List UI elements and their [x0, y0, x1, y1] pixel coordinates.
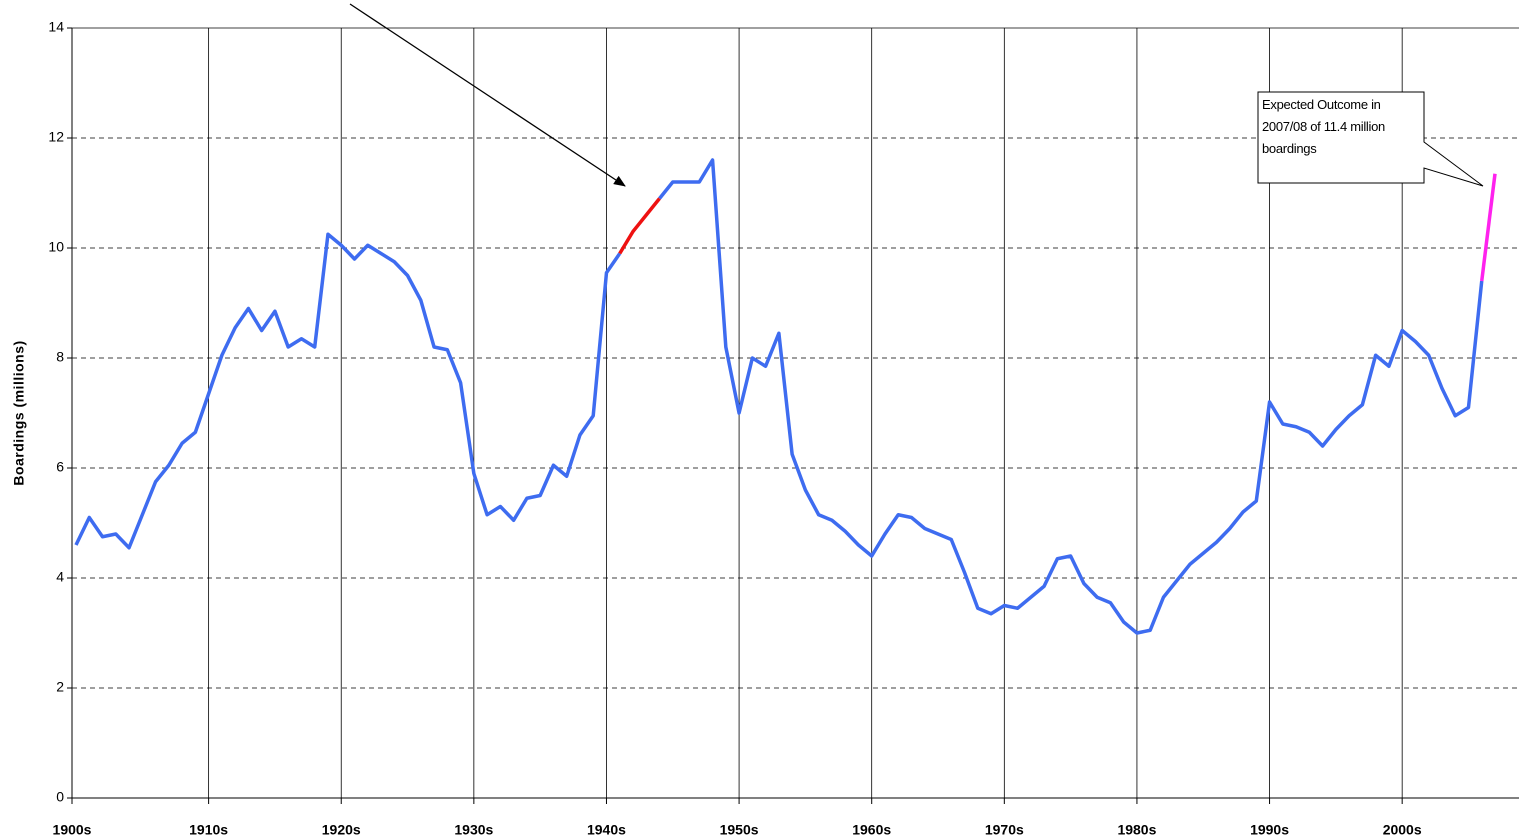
y-tick-label: 14: [48, 19, 64, 35]
x-tick-label: 1970s: [985, 822, 1024, 838]
series-line: [74, 158, 1484, 635]
series-line: [1480, 173, 1497, 282]
callout-text-box: Expected Outcome in 2007/08 of 11.4 mill…: [1262, 97, 1385, 156]
y-tick-label: 4: [56, 569, 64, 585]
callout-box: [1257, 91, 1484, 187]
x-tick-label: 1990s: [1250, 822, 1289, 838]
y-tick-label: 10: [48, 239, 64, 255]
x-tick-label: 1960s: [852, 822, 891, 838]
x-tick-label: 1910s: [189, 822, 228, 838]
x-tick-label: 1930s: [454, 822, 493, 838]
x-tick-label: 1980s: [1117, 822, 1156, 838]
grid: 0 2 4 6 8 10 12 14 1900s 1910s 1920s 1930s 1940s 1950…: [48, 19, 1519, 838]
y-tick-label: 0: [56, 789, 64, 805]
x-tick-label: 1920s: [322, 822, 361, 838]
y-tick-label: 8: [56, 349, 64, 365]
annotation: Expected Outcome in 2007/08 of 11.4 mill…: [1262, 97, 1385, 156]
arrow: [349, 3, 626, 187]
x-tick-label: 2000s: [1383, 822, 1422, 838]
y-tick-label: 12: [48, 129, 64, 145]
y-axis-label: Boardings (millions): [11, 340, 27, 485]
x-tick-label: 1940s: [587, 822, 626, 838]
y-tick-label: 2: [56, 679, 64, 695]
y-tick-label: 6: [56, 459, 64, 475]
x-tick-label: 1900s: [53, 822, 92, 838]
x-tick-label: 1950s: [720, 822, 759, 838]
series-line: [618, 197, 661, 255]
lines: [74, 158, 1497, 635]
